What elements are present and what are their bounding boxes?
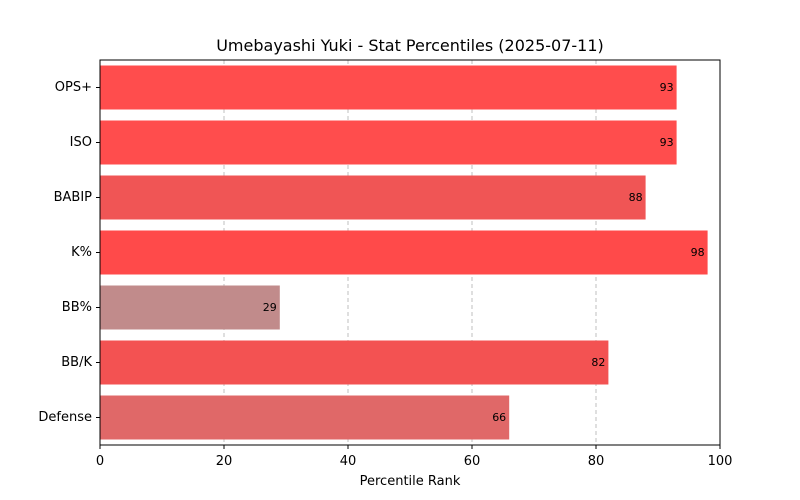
x-tick-label: 20 [216, 454, 233, 469]
y-axis-ticks: OPS+ ISO BABIP K% BB% BB/K Defense [38, 80, 100, 425]
x-tick-label: 80 [588, 454, 605, 469]
bar [100, 395, 510, 440]
y-tick-label: BB% [62, 300, 92, 315]
bar [100, 285, 280, 330]
y-tick-label: K% [71, 245, 92, 260]
x-tick-label: 100 [708, 454, 733, 469]
y-tick-label: BB/K [61, 355, 92, 370]
data-labels: 93 93 88 98 29 82 66 [263, 81, 705, 424]
y-tick-label: OPS+ [55, 80, 92, 95]
bar [100, 230, 708, 275]
bar [100, 175, 646, 220]
y-tick-label: BABIP [54, 190, 93, 205]
x-tick-label: 40 [340, 454, 357, 469]
data-label: 88 [629, 191, 643, 204]
data-label: 82 [591, 356, 605, 369]
bars [100, 65, 708, 440]
y-tick-label: Defense [38, 410, 92, 425]
x-tick-label: 0 [96, 454, 104, 469]
bar [100, 120, 677, 165]
data-label: 98 [691, 246, 705, 259]
data-label: 29 [263, 301, 277, 314]
data-label: 93 [660, 81, 674, 94]
data-label: 93 [660, 136, 674, 149]
chart-title: Umebayashi Yuki - Stat Percentiles (2025… [216, 36, 604, 55]
bar [100, 340, 609, 385]
x-axis-label: Percentile Rank [360, 474, 461, 489]
bar [100, 65, 677, 110]
x-axis-ticks: 0 20 40 60 80 100 [96, 445, 733, 469]
y-tick-label: ISO [70, 135, 92, 150]
data-label: 66 [492, 411, 506, 424]
x-tick-label: 60 [464, 454, 481, 469]
